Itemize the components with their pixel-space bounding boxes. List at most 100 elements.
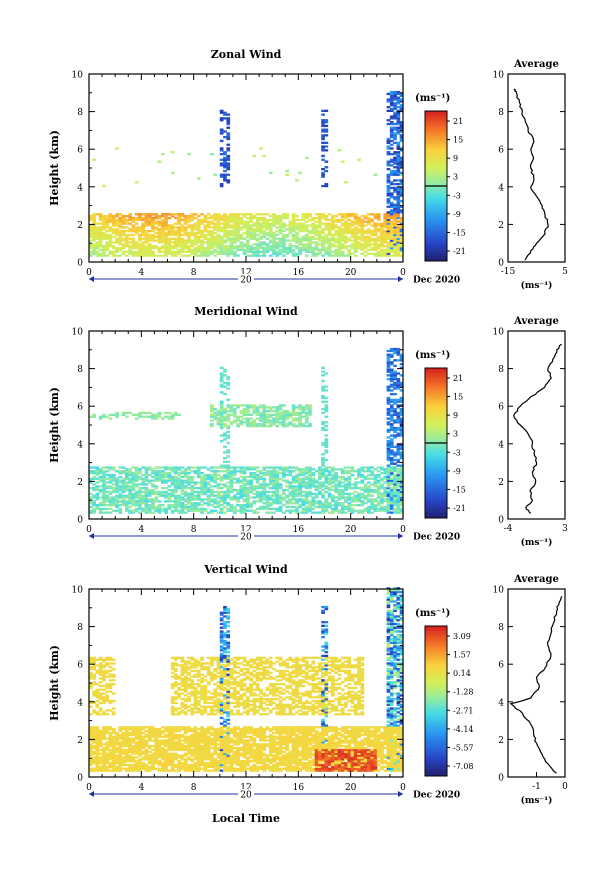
colorbar-tick-label: -2.71 (453, 706, 474, 715)
profile-x-tick: -15 (501, 267, 516, 277)
y-tick-label: 2 (77, 736, 83, 746)
colorbar-tick-label: -9 (453, 467, 461, 476)
average-profile: Average 0 2 4 6 8 10 -1 0 (ms⁻¹) (493, 574, 569, 806)
x-tick-label: 4 (138, 783, 144, 793)
x-tick-label: 16 (293, 525, 305, 535)
profile-line (509, 596, 563, 774)
colorbar-tick-label: -4.14 (453, 725, 474, 734)
profile-x-tick: 0 (562, 782, 568, 792)
x-tick-label: 8 (191, 783, 197, 793)
x-tick-label: 0 (86, 783, 92, 793)
colorbar-tick-label: 1.57 (453, 651, 471, 660)
day-label: 20 (240, 276, 252, 286)
panel-title: Zonal Wind (211, 48, 282, 61)
profile-y-tick: 6 (498, 403, 504, 413)
y-tick-label: 8 (77, 623, 83, 633)
colorbar-tick-label: 15 (453, 393, 463, 402)
profile-y-tick: 8 (498, 365, 504, 375)
profile-y-tick: 10 (493, 71, 505, 81)
colorbar-tick-label: 9 (453, 411, 458, 420)
panel-title: Vertical Wind (203, 563, 288, 576)
colorbar-tick-label: 3.09 (453, 632, 471, 641)
profile-y-tick: 6 (498, 146, 504, 156)
y-tick-label: 4 (77, 698, 83, 708)
month-label: Dec 2020 (413, 533, 460, 543)
x-tick-label: 20 (345, 783, 357, 793)
colorbar: (ms⁻¹) 3.09 1.57 0.14 -1.28 -2.71 -4.14 -5.57 -7… (415, 608, 474, 777)
x-tick-label: 0 (400, 525, 406, 535)
colorbar-tick-label: 3 (453, 430, 458, 439)
colorbar-unit: (ms⁻¹) (415, 93, 450, 104)
day-label: 20 (240, 533, 252, 543)
colorbar-tick-label: 0.14 (453, 669, 471, 678)
x-tick-label: 8 (191, 525, 197, 535)
colorbar: (ms⁻¹) 21 15 9 3 -3 -9 -15 -21 (415, 93, 466, 262)
profile-y-tick: 2 (498, 478, 504, 488)
y-tick-label: 4 (77, 183, 83, 193)
profile-line (513, 88, 549, 261)
y-tick-label: 8 (77, 365, 83, 375)
day-label: 20 (240, 791, 252, 801)
x-axis-label: Local Time (212, 812, 280, 825)
profile-x-label: (ms⁻¹) (521, 537, 553, 548)
profile-y-tick: 10 (493, 586, 505, 596)
y-tick-label: 10 (72, 71, 84, 81)
y-tick-label: 6 (77, 146, 83, 156)
colorbar-tick-label: -5.57 (453, 743, 474, 752)
y-tick-label: 6 (77, 403, 83, 413)
y-tick-label: 0 (77, 259, 83, 269)
heatmap-cells (89, 90, 404, 257)
x-tick-label: 0 (86, 268, 92, 278)
y-tick-label: 10 (72, 586, 84, 596)
x-tick-label: 20 (345, 525, 357, 535)
x-tick-label: 0 (86, 525, 92, 535)
panel-title: Meridional Wind (194, 305, 298, 318)
x-tick-label: 12 (240, 268, 251, 278)
profile-y-tick: 4 (498, 440, 504, 450)
profile-title: Average (513, 574, 559, 585)
x-tick-label: 12 (240, 783, 251, 793)
y-axis-label: Height (km) (48, 387, 61, 463)
x-tick-label: 0 (400, 783, 406, 793)
x-tick-label: 8 (191, 268, 197, 278)
x-tick-label: 0 (400, 268, 406, 278)
profile-title: Average (513, 316, 559, 327)
x-tick-label: 4 (138, 525, 144, 535)
colorbar-tick-label: -15 (453, 485, 466, 494)
colorbar-tick-label: 9 (453, 154, 458, 163)
y-tick-label: 0 (77, 774, 83, 784)
colorbar-tick-label: 15 (453, 136, 463, 145)
colorbar: (ms⁻¹) 21 15 9 3 -3 -9 -15 -21 (415, 350, 466, 519)
y-axis-label: Height (km) (48, 130, 61, 206)
colorbar-unit: (ms⁻¹) (415, 350, 450, 361)
profile-y-tick: 4 (498, 698, 504, 708)
profile-title: Average (513, 59, 559, 70)
profile-line (513, 343, 563, 514)
average-profile: Average 0 2 4 6 8 10 -4 3 (ms⁻¹) (493, 316, 569, 548)
profile-y-tick: 2 (498, 736, 504, 746)
colorbar-tick-label: 21 (453, 117, 463, 126)
profile-y-tick: 10 (493, 328, 505, 338)
colorbar-tick-label: 21 (453, 374, 463, 383)
colorbar-tick-label: -9 (453, 210, 461, 219)
average-profile: Average 0 2 4 6 8 10 -15 5 (ms⁻¹) (493, 59, 569, 291)
colorbar-tick-label: -21 (453, 247, 466, 256)
y-tick-label: 10 (72, 328, 84, 338)
x-tick-label: 16 (293, 268, 305, 278)
y-tick-label: 8 (77, 108, 83, 118)
colorbar-tick-label: -21 (453, 504, 466, 513)
profile-y-tick: 0 (498, 774, 504, 784)
profile-x-tick: 3 (562, 524, 568, 534)
x-tick-label: 16 (293, 783, 305, 793)
profile-x-tick: -4 (504, 524, 513, 534)
profile-y-tick: 4 (498, 183, 504, 193)
profile-y-tick: 2 (498, 221, 504, 231)
profile-y-tick: 0 (498, 516, 504, 526)
x-tick-label: 12 (240, 525, 251, 535)
y-tick-label: 2 (77, 221, 83, 231)
colorbar-tick-label: -1.28 (453, 688, 474, 697)
colorbar-unit: (ms⁻¹) (415, 608, 450, 619)
